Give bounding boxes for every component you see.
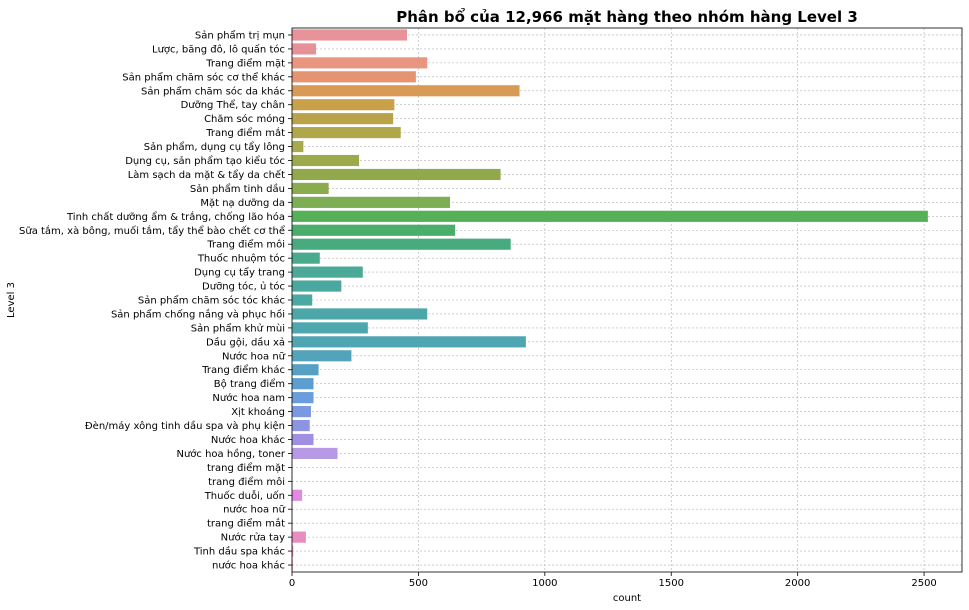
category-label: Sản phẩm chăm sóc cơ thể khác	[122, 70, 285, 83]
category-label: Tinh dầu spa khác	[193, 546, 285, 558]
bar	[292, 294, 313, 306]
category-label: Sữa tắm, xà bông, muối tắm, tẩy thể bào …	[19, 224, 286, 237]
bar	[292, 168, 501, 181]
bar	[292, 266, 363, 278]
category-label: Tinh chất dưỡng ẩm & trắng, chống lão hó…	[66, 210, 285, 223]
x-axis-title: count	[613, 593, 641, 604]
category-label: Sản phẩm chống nắng và phục hồi	[111, 307, 285, 320]
bar	[292, 322, 368, 334]
category-label: Mặt nạ dưỡng da	[200, 198, 285, 209]
bar	[292, 378, 314, 390]
x-axis-ticks: 0 500 1000 1500 2000 2500	[289, 572, 937, 589]
bar	[292, 210, 928, 222]
category-label: Sản phẩm trị mụn	[195, 28, 285, 41]
category-label: Làm sạch da mặt & tẩy da chết	[128, 168, 285, 181]
bar	[292, 350, 352, 362]
bar	[292, 224, 456, 236]
category-label: Chăm sóc móng	[204, 113, 285, 125]
bar	[292, 252, 320, 264]
y-axis-title: Level 3	[6, 282, 17, 318]
category-label: nước hoa khác	[212, 560, 285, 572]
category-label: Thuốc nhuộm tóc	[197, 253, 285, 265]
category-label: Nước hoa khác	[211, 434, 285, 446]
category-label: Nước rửa tay	[221, 532, 285, 544]
bar	[292, 43, 317, 55]
category-label: Thuốc duỗi, uốn	[204, 489, 285, 502]
category-label: Dụng cụ, sản phẩm tạo kiểu tóc	[125, 154, 285, 167]
bar	[292, 85, 520, 97]
category-label: Dưỡng Thể, tay chân	[181, 98, 285, 111]
category-label: trang điểm mắt	[207, 517, 285, 530]
bar	[292, 99, 395, 111]
category-label: Lược, băng đô, lô quấn tóc	[152, 43, 285, 55]
bar	[292, 406, 311, 418]
category-label: Đèn/máy xông tinh dầu spa và phụ kiện	[85, 420, 285, 432]
category-label: Bộ trang điểm	[214, 377, 285, 390]
bar	[292, 545, 294, 557]
category-label: Nước hoa nam	[212, 392, 285, 404]
category-label: Nước hoa nữ	[222, 350, 286, 362]
category-label: Nước hoa hồng, toner	[176, 448, 285, 460]
x-tick-label: 2500	[911, 578, 936, 589]
category-label: Xịt khoáng	[231, 406, 285, 418]
category-label: nước hoa nữ	[223, 504, 286, 516]
category-label: Dụng cụ tẩy trang	[194, 266, 285, 279]
x-tick-label: 2000	[785, 578, 810, 589]
bar	[292, 364, 319, 376]
bar	[292, 531, 306, 543]
category-labels: Sản phẩm trị mụn Lược, băng đô, lô quấn t…	[19, 28, 292, 572]
category-label: Sản phẩm chăm sóc tóc khác	[138, 294, 285, 307]
bar	[292, 280, 342, 292]
category-label: Trang điểm môi	[206, 238, 285, 251]
category-label: Dầu gội, dầu xả	[206, 336, 285, 348]
bar	[292, 447, 338, 460]
x-tick-label: 500	[409, 578, 428, 589]
category-label: Trang điểm mặt	[205, 56, 285, 69]
bar	[292, 113, 394, 125]
category-label: Trang điểm khác	[201, 363, 285, 376]
bar	[292, 308, 428, 320]
category-label: trang điểm mặt	[207, 461, 285, 474]
bar	[292, 419, 310, 432]
bar	[292, 336, 526, 348]
bar	[292, 71, 416, 83]
x-tick-label: 1500	[659, 578, 684, 589]
bars	[292, 29, 928, 571]
category-label: Sản phẩm khử mùi	[191, 321, 285, 334]
chart-title: Phân bổ của 12,966 mặt hàng theo nhóm hà…	[396, 7, 858, 26]
bar	[292, 140, 304, 153]
bar	[292, 182, 329, 194]
bar	[292, 196, 451, 208]
bar	[292, 433, 314, 446]
x-tick-label: 0	[289, 578, 295, 589]
bar	[292, 392, 314, 404]
bar	[292, 127, 401, 139]
category-label: Sản phẩm chăm sóc da khác	[141, 84, 285, 97]
bar	[292, 154, 359, 167]
category-label: Sản phẩm tinh dầu	[190, 182, 285, 195]
category-label: Dưỡng tóc, ủ tóc	[202, 281, 285, 293]
bar	[292, 29, 408, 41]
x-tick-label: 1000	[532, 578, 557, 589]
bar	[292, 238, 511, 250]
category-label: trang điểm môi	[208, 475, 285, 488]
bar	[292, 57, 428, 69]
bar	[292, 489, 303, 501]
category-label: Trang điểm mắt	[205, 126, 285, 139]
category-label: Sản phẩm, dụng cụ tẩy lông	[144, 140, 285, 153]
plot-frame	[291, 27, 963, 573]
